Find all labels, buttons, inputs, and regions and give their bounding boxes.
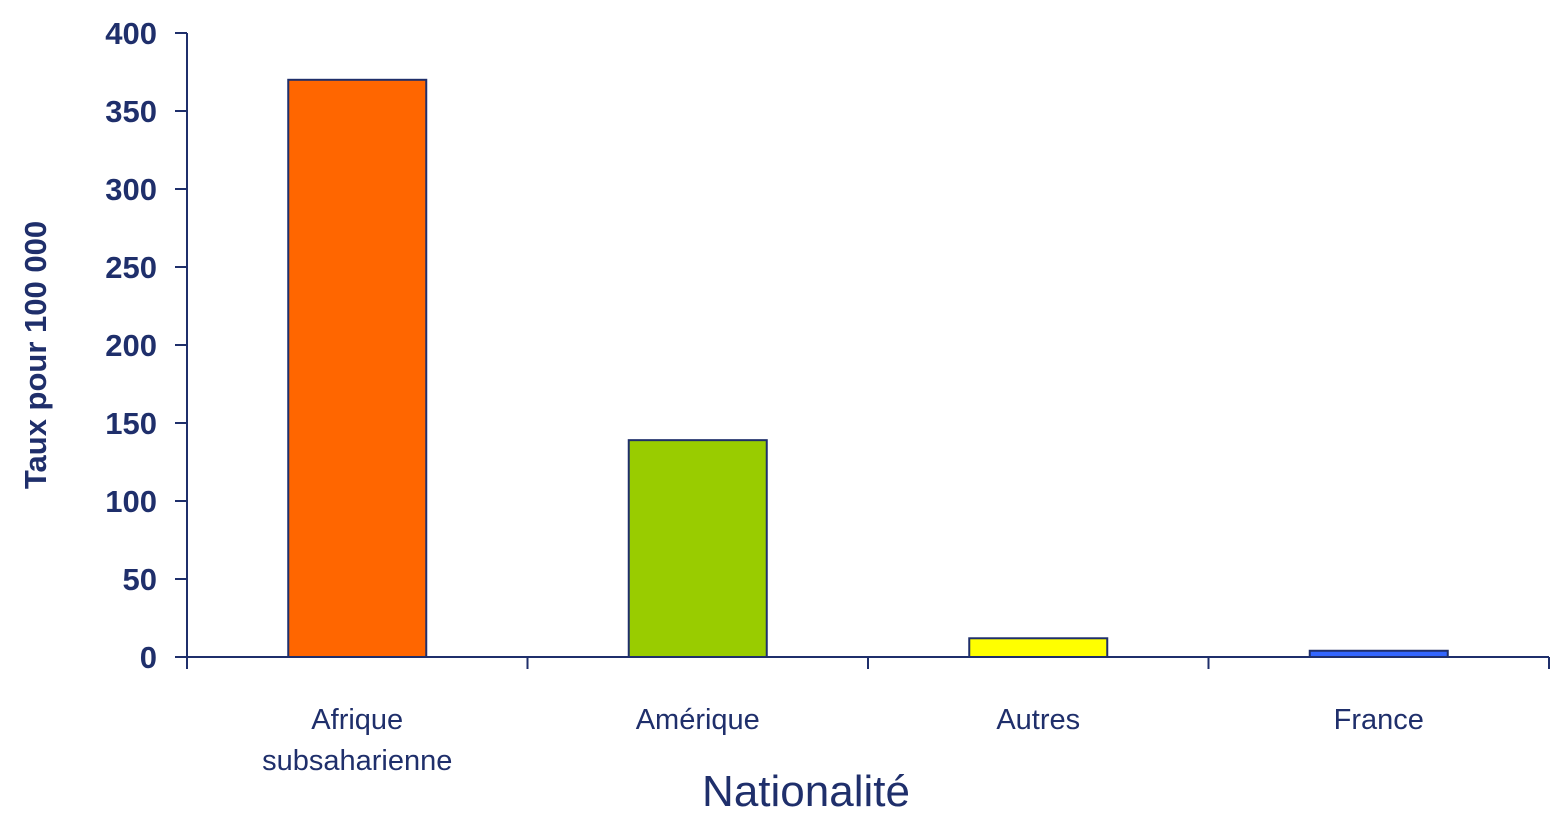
y-tick-label: 300: [105, 172, 157, 207]
x-tick-label: France: [1334, 704, 1424, 736]
y-tick-label: 0: [140, 640, 157, 675]
x-axis-ticks: Afrique subsaharienne Amérique Autres France: [187, 657, 1549, 777]
y-tick-label: 250: [105, 250, 157, 285]
y-tick-label: 150: [105, 406, 157, 441]
bars: [288, 80, 1448, 657]
x-tick-label: Amérique: [636, 704, 760, 736]
y-tick-label: 50: [123, 562, 157, 597]
y-tick-label: 200: [105, 328, 157, 363]
y-axis-ticks: 0 50 100 150 200 250 300 350 400: [105, 16, 187, 675]
bar: [629, 440, 767, 657]
bar: [969, 638, 1107, 657]
y-tick-label: 350: [105, 94, 157, 129]
x-tick-label: Afrique subsaharienne: [262, 704, 452, 777]
x-axis-label: Nationalité: [702, 767, 910, 816]
y-tick-label: 100: [105, 484, 157, 519]
y-tick-label: 400: [105, 16, 157, 51]
bar: [288, 80, 426, 657]
y-axis-label: Taux pour 100 000: [18, 221, 53, 489]
x-tick-label: Autres: [996, 704, 1080, 736]
